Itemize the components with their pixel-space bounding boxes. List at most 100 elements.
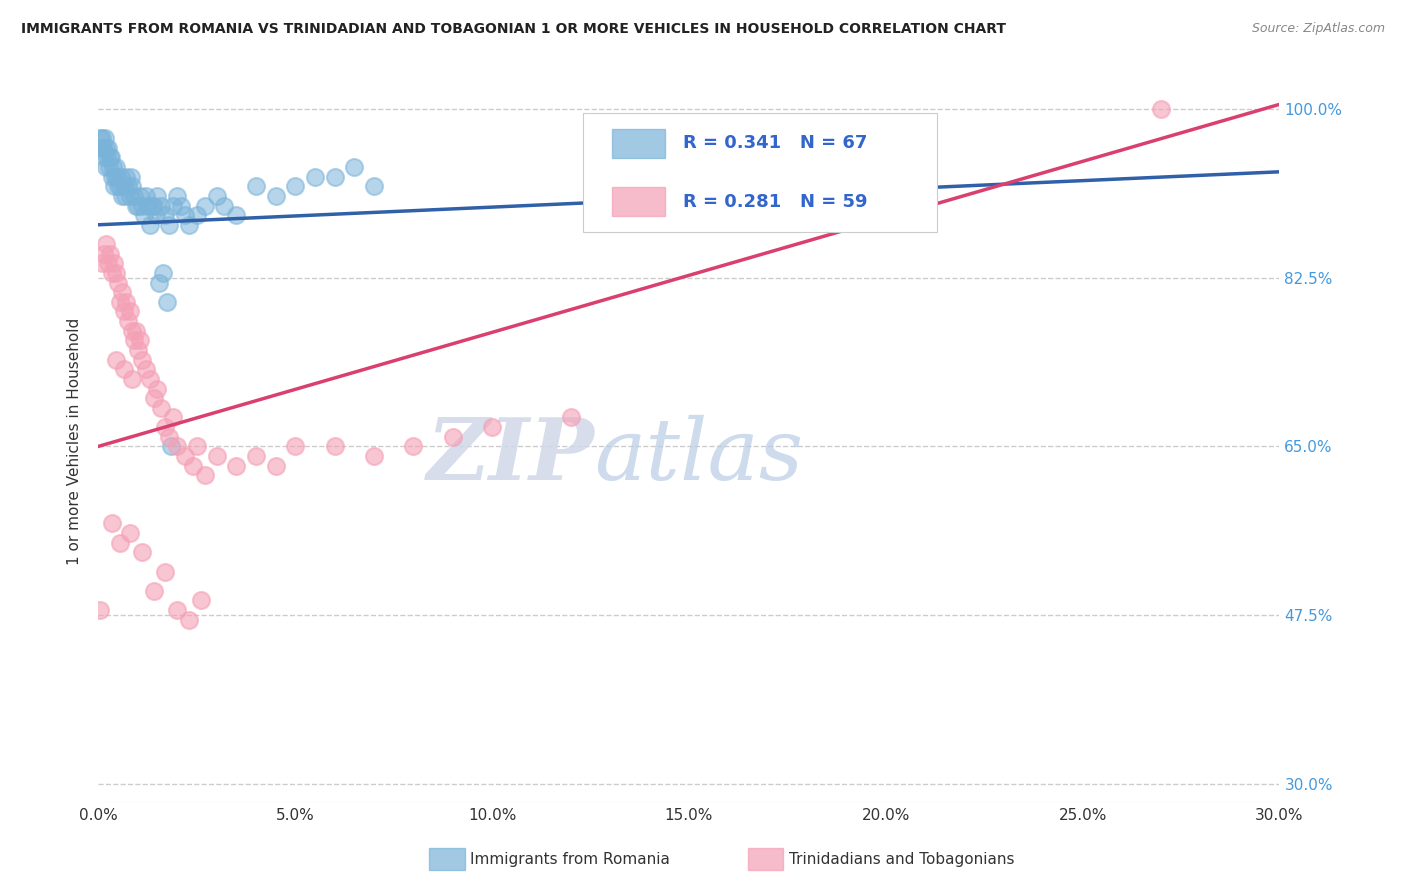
Point [110, 169, 132, 184]
Point [105, 169, 128, 184]
Point [93, 131, 115, 145]
Point [131, 198, 153, 212]
Point [131, 545, 153, 559]
Point [166, 439, 188, 453]
Point [157, 430, 180, 444]
Point [112, 362, 135, 376]
Point [323, 439, 346, 453]
Point [323, 169, 346, 184]
Point [194, 198, 217, 212]
Point [122, 334, 145, 348]
Point [205, 189, 228, 203]
Point [156, 294, 179, 309]
Point [117, 314, 139, 328]
Point [181, 458, 204, 473]
Point [186, 439, 208, 453]
Point [105, 160, 128, 174]
Point [1150, 102, 1173, 116]
Point [166, 189, 188, 203]
Point [111, 285, 134, 300]
Point [245, 449, 267, 463]
Point [135, 362, 157, 376]
Point [100, 150, 122, 164]
Point [363, 179, 385, 194]
Point [170, 198, 193, 212]
Point [363, 449, 385, 463]
Point [142, 391, 165, 405]
Point [245, 179, 267, 194]
Point [162, 198, 184, 212]
Point [103, 179, 125, 194]
Point [225, 458, 247, 473]
Point [152, 266, 174, 280]
Point [118, 304, 141, 318]
Point [284, 179, 307, 194]
Point [91, 131, 114, 145]
Point [112, 179, 135, 194]
Point [108, 179, 131, 194]
Point [141, 198, 163, 212]
Point [108, 294, 131, 309]
Point [150, 198, 173, 212]
Point [146, 189, 169, 203]
Point [121, 179, 143, 194]
FancyBboxPatch shape [612, 128, 665, 158]
Point [89, 131, 111, 145]
Point [115, 294, 138, 309]
Point [114, 189, 136, 203]
Point [402, 439, 425, 453]
Point [132, 208, 155, 222]
Point [105, 352, 128, 367]
Text: ZIP: ZIP [426, 414, 595, 498]
Point [120, 169, 142, 184]
Point [91, 141, 114, 155]
Text: Trinidadians and Tobagonians: Trinidadians and Tobagonians [789, 852, 1015, 867]
Point [160, 439, 183, 453]
Point [103, 256, 125, 270]
Point [115, 169, 138, 184]
Point [96, 150, 118, 164]
Point [177, 613, 200, 627]
Point [128, 189, 150, 203]
Point [121, 372, 143, 386]
FancyBboxPatch shape [612, 187, 665, 216]
Y-axis label: 1 or more Vehicles in Household: 1 or more Vehicles in Household [67, 318, 83, 566]
Text: Immigrants from Romania: Immigrants from Romania [471, 852, 671, 867]
Point [214, 198, 236, 212]
Point [96, 160, 118, 174]
Point [190, 593, 212, 607]
Point [97, 256, 120, 270]
Text: IMMIGRANTS FROM ROMANIA VS TRINIDADIAN AND TOBAGONIAN 1 OR MORE VEHICLES IN HOUS: IMMIGRANTS FROM ROMANIA VS TRINIDADIAN A… [21, 22, 1007, 37]
Point [155, 420, 177, 434]
Point [481, 420, 503, 434]
Point [122, 189, 145, 203]
Point [125, 324, 148, 338]
Point [304, 169, 326, 184]
Point [93, 150, 115, 164]
Point [89, 603, 111, 617]
FancyBboxPatch shape [582, 112, 936, 232]
Point [127, 343, 149, 357]
Point [146, 382, 169, 396]
Point [441, 430, 464, 444]
Point [343, 160, 366, 174]
Point [98, 150, 121, 164]
Point [97, 141, 120, 155]
Point [94, 141, 117, 155]
Point [107, 179, 129, 194]
Point [560, 410, 582, 425]
Point [107, 276, 129, 290]
Point [186, 208, 208, 222]
Point [91, 256, 114, 270]
Point [174, 449, 197, 463]
Point [135, 189, 157, 203]
Point [136, 198, 159, 212]
Point [125, 198, 148, 212]
Point [138, 372, 160, 386]
Point [118, 189, 141, 203]
Text: atlas: atlas [595, 415, 804, 498]
Point [98, 160, 121, 174]
Point [150, 401, 173, 415]
Point [96, 237, 118, 252]
Point [101, 266, 124, 280]
